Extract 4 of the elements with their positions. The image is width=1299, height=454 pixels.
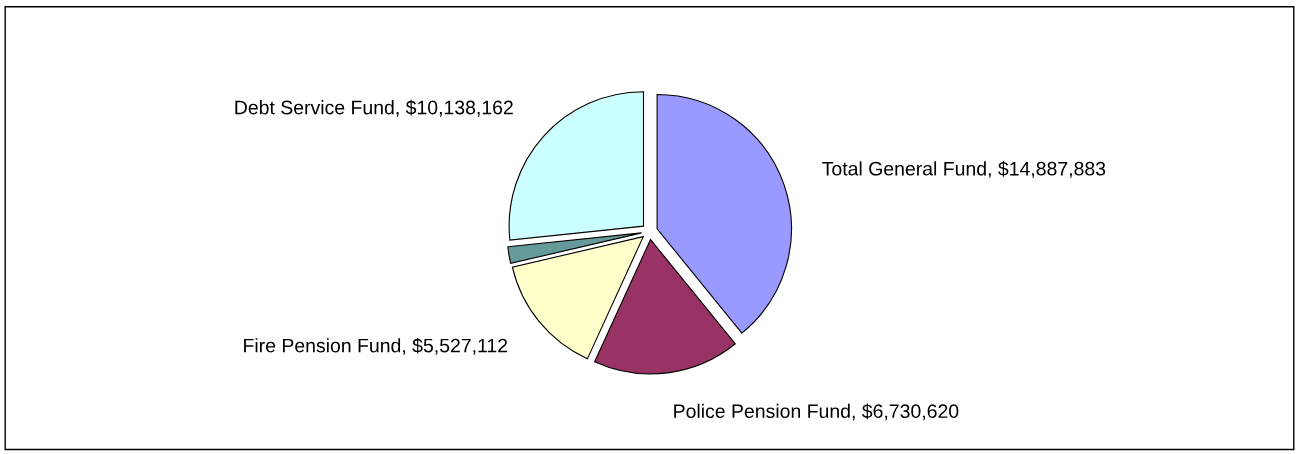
slice-label: Fire Pension Fund, $5,527,112: [244, 337, 508, 355]
slice-label: Police Pension Fund, $6,730,620: [674, 403, 959, 421]
slice-label: Total General Fund, $14,887,883: [822, 160, 1106, 178]
slice-label: Debt Service Fund, $10,138,162: [235, 99, 513, 117]
